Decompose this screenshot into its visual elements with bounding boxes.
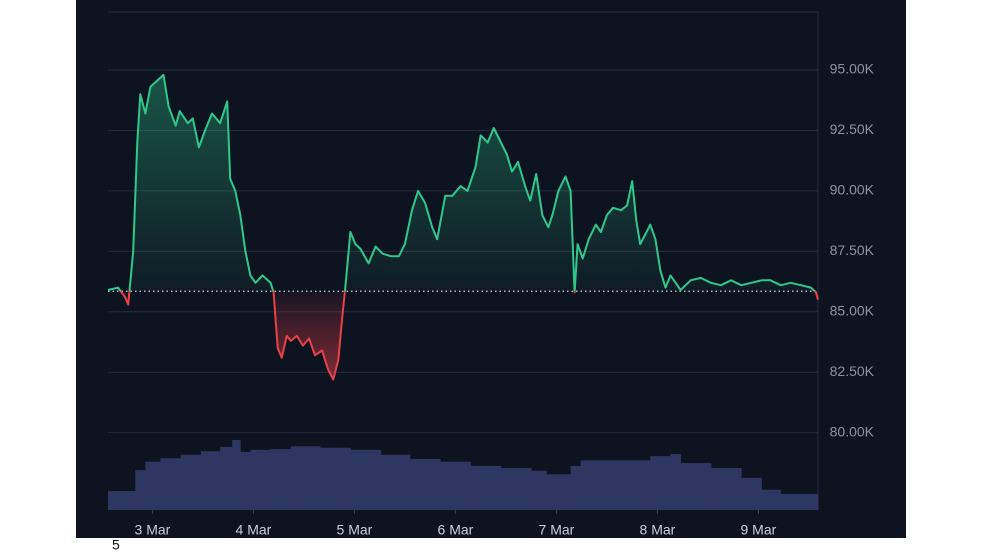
volume-bar	[350, 449, 382, 510]
y-tick-label: 95.00K	[830, 61, 875, 77]
volume-bar	[130, 491, 136, 510]
volume-bar	[135, 470, 146, 510]
x-tick-label: 6 Mar	[438, 522, 474, 538]
footnote: 5	[112, 537, 120, 553]
volume-bar	[780, 493, 819, 510]
y-tick-label: 85.00K	[830, 302, 875, 318]
volume-bar	[180, 454, 202, 510]
volume-bar	[670, 454, 682, 510]
volume-bar	[290, 446, 321, 510]
price-line	[107, 73, 819, 381]
volume-bar	[220, 447, 233, 510]
volume-bar	[409, 458, 441, 510]
y-tick-label: 87.50K	[830, 242, 875, 258]
volume-bar	[500, 468, 532, 510]
volume-bar	[680, 463, 712, 510]
volume-bar	[320, 447, 351, 510]
y-tick-label: 92.50K	[830, 121, 875, 137]
x-tick-label: 4 Mar	[236, 522, 272, 538]
volume-bar	[570, 465, 582, 510]
volume-bar	[470, 465, 502, 510]
volume-bar	[546, 474, 571, 510]
volume-bar	[270, 449, 292, 510]
volume-bar	[580, 460, 622, 510]
x-tick-label: 8 Mar	[640, 522, 676, 538]
volume-bar	[250, 449, 272, 510]
volume-bar	[710, 468, 742, 510]
volume-bar	[650, 456, 671, 510]
volume-bar	[200, 451, 221, 510]
volume-bar	[108, 491, 131, 510]
x-tick-label: 7 Mar	[539, 522, 575, 538]
x-tick-label: 9 Mar	[741, 522, 777, 538]
x-tick-label: 5 Mar	[337, 522, 373, 538]
volume-bar	[145, 461, 161, 510]
volume-bar	[531, 470, 547, 510]
volume-bar	[240, 451, 251, 510]
y-tick-label: 90.00K	[830, 182, 875, 198]
volume-bar	[380, 454, 411, 510]
x-tick-label: 3 Mar	[135, 522, 171, 538]
volume-bar	[440, 461, 471, 510]
area-fill	[108, 74, 818, 380]
volume-bar	[621, 460, 651, 510]
volume-bar	[761, 489, 782, 510]
volume-bar	[160, 458, 182, 510]
y-tick-label: 80.00K	[830, 423, 875, 439]
volume-bar	[232, 440, 241, 510]
y-tick-label: 82.50K	[830, 363, 875, 379]
volume-bar	[741, 477, 762, 510]
